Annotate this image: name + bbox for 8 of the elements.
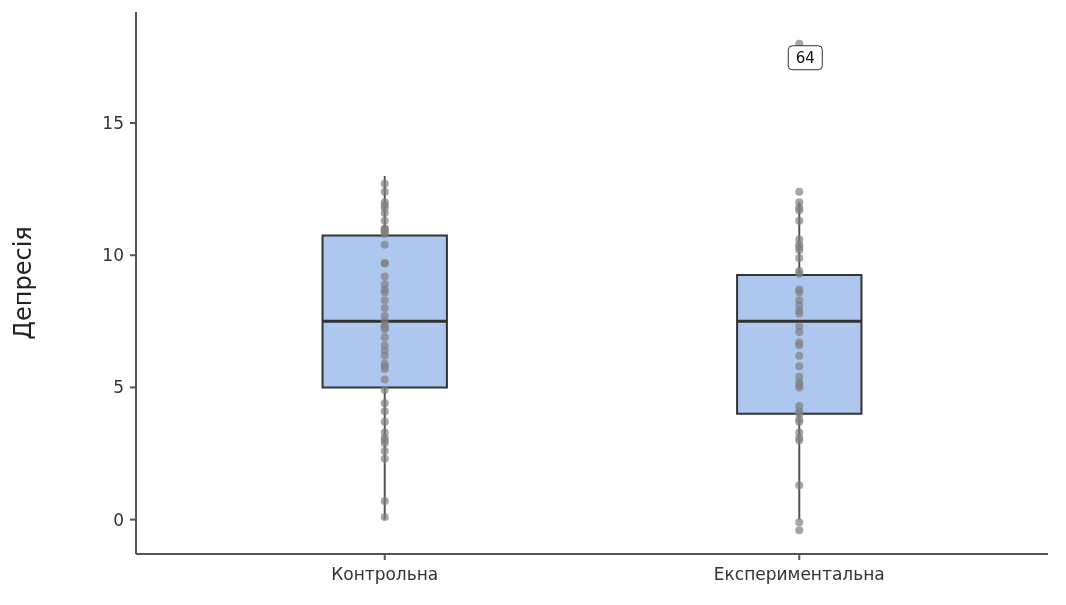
y-tick-label: 15: [102, 113, 124, 134]
y-axis-title: Депресія: [8, 226, 37, 340]
y-tick-label: 10: [102, 245, 124, 266]
y-tick-label: 5: [113, 377, 124, 398]
annotation: 64: [795, 48, 815, 67]
x-tick-label: Контрольна: [331, 564, 439, 585]
x-tick-label: Експериментальна: [713, 564, 885, 585]
y-tick-label: 0: [113, 509, 124, 530]
